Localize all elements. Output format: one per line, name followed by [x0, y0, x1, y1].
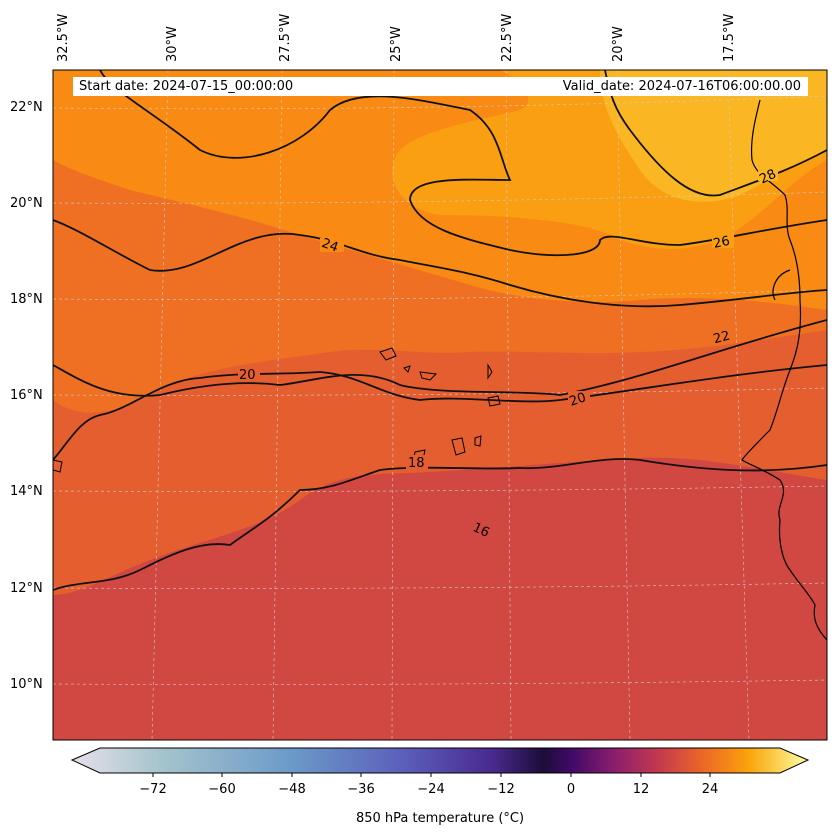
lon-label: 22.5°W: [500, 14, 515, 62]
lat-label: 14°N: [10, 484, 43, 499]
contour-label: 16: [470, 520, 491, 541]
contour-label: 20: [568, 390, 588, 409]
colorbar-tick-label: −36: [347, 782, 374, 797]
colorbar: −72 −60 −48 −36 −24 −12 0 12 24 850 hPa …: [70, 747, 810, 826]
lat-label: 20°N: [10, 196, 43, 211]
gridlines: [53, 70, 827, 740]
contour-label: 22: [712, 329, 732, 348]
colorbar-tick-label: −24: [417, 782, 444, 797]
lon-label: 17.5°W: [722, 14, 737, 62]
valid-date: Valid_date: 2024-07-16T06:00:00.00: [562, 79, 801, 94]
contour-label: 26: [712, 234, 731, 252]
colorbar-bar: [70, 747, 810, 774]
contour-label: 24: [320, 236, 341, 256]
contour-label: 18: [408, 456, 425, 471]
longitude-labels: 32.5°W 30°W 27.5°W 25°W 22.5°W 20°W 17.5…: [56, 14, 737, 62]
lon-label: 20°W: [611, 26, 626, 62]
temperature-field: 24 26 28 22 20 20 18 16: [53, 70, 827, 740]
lon-label: 32.5°W: [56, 14, 71, 62]
colorbar-tick-label: 24: [702, 782, 719, 797]
contour-label-group: 24 26 28 22 20 20 18 16: [238, 167, 779, 541]
latitude-labels: 22°N 20°N 18°N 16°N 14°N 12°N 10°N: [10, 100, 43, 692]
lat-label: 16°N: [10, 388, 43, 403]
colorbar-tick-label: 12: [633, 782, 650, 797]
lat-label: 18°N: [10, 292, 43, 307]
contour-label: 28: [757, 167, 778, 188]
colorbar-tick-label: −48: [278, 782, 305, 797]
lat-label: 10°N: [10, 677, 43, 692]
lat-label: 12°N: [10, 581, 43, 596]
map-frame: [52, 69, 828, 741]
colorbar-tick-label: −72: [139, 782, 166, 797]
start-date: Start date: 2024-07-15_00:00:00: [79, 79, 294, 94]
colorbar-tick-label: 0: [567, 782, 575, 797]
contour-lines: [53, 70, 827, 591]
colorbar-ticks: [152, 773, 711, 777]
colorbar-tick-label: −60: [208, 782, 235, 797]
contour-label: 20: [239, 368, 256, 383]
colorbar-tick-label: −12: [487, 782, 514, 797]
lat-label: 22°N: [10, 100, 43, 115]
lon-label: 27.5°W: [278, 14, 293, 62]
lon-label: 25°W: [389, 26, 404, 62]
date-header: Start date: 2024-07-15_00:00:00 Valid_da…: [73, 77, 808, 96]
colorbar-label: 850 hPa temperature (°C): [356, 811, 524, 826]
lon-label: 30°W: [165, 26, 180, 62]
